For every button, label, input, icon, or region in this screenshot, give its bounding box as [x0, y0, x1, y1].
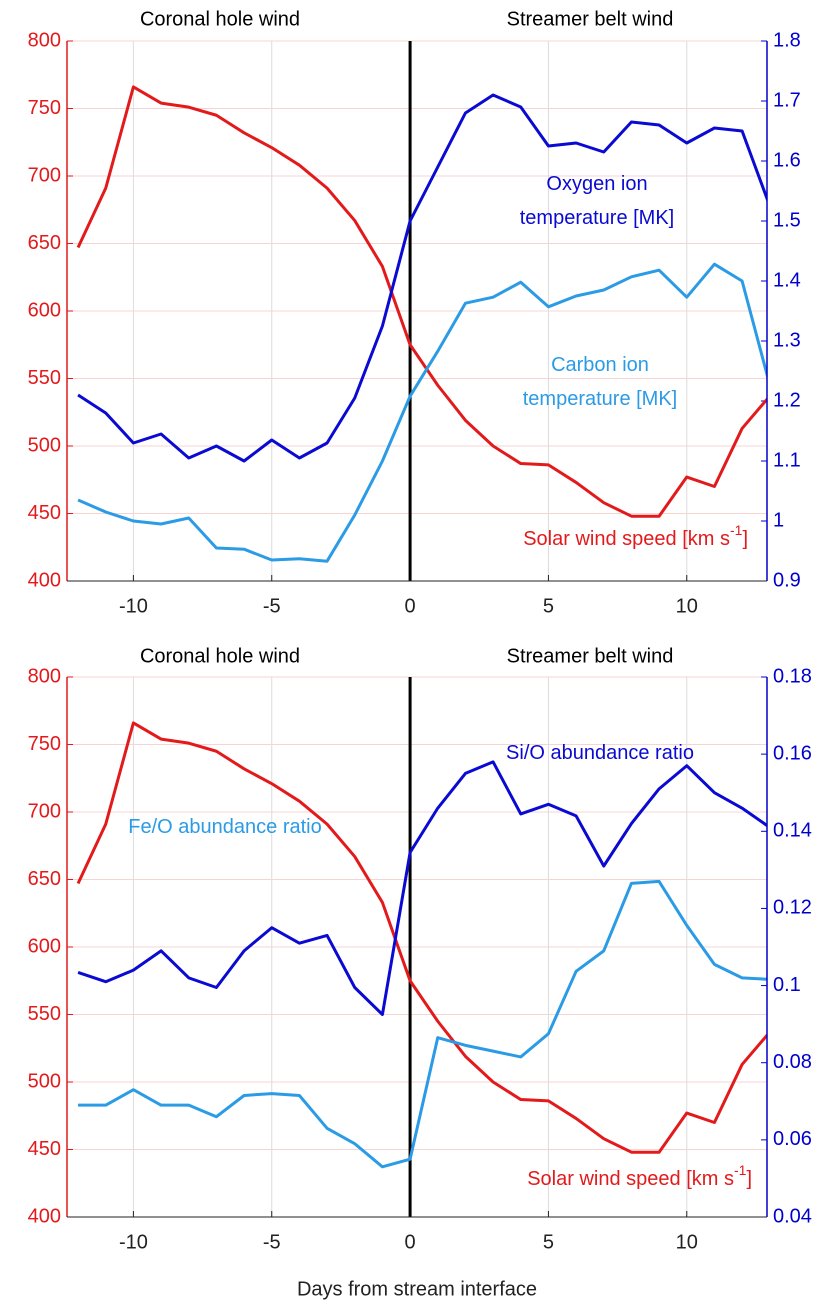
annotation-text: Carbon ion: [551, 354, 649, 376]
y2-tick-label: 1.6: [773, 149, 801, 171]
y2-tick-label: 0.18: [773, 665, 812, 687]
y-tick-label: 700: [28, 800, 61, 822]
y-tick-label: 600: [28, 935, 61, 957]
y2-tick-label: 0.06: [773, 1128, 812, 1150]
y-tick-label: 450: [28, 1138, 61, 1160]
annotation: Si/O abundance ratio: [506, 742, 694, 764]
annotation-text: Si/O abundance ratio: [506, 742, 694, 764]
y-tick-label: 550: [28, 367, 61, 389]
annotation-text: Fe/O abundance ratio: [128, 816, 321, 838]
series-line: [77, 262, 767, 563]
annotation: Oxygen ion: [546, 173, 647, 195]
y-tick-label: 550: [28, 1003, 61, 1025]
annotation: temperature [MK]: [523, 388, 678, 410]
annotation-text: Solar wind speed [km s: [527, 1168, 734, 1190]
x-tick-label: -10: [119, 595, 148, 617]
y2-tick-label: 0.14: [773, 820, 812, 842]
annotation-text: Oxygen ion: [546, 173, 647, 195]
y-tick-label: 500: [28, 434, 61, 456]
x-tick-label: 5: [543, 1231, 554, 1253]
y-tick-label: 650: [28, 868, 61, 890]
annotation: temperature [MK]: [520, 207, 675, 229]
y-tick-label: 400: [28, 1205, 61, 1227]
header: Coronal hole wind: [140, 645, 300, 667]
annotation: Fe/O abundance ratio: [128, 816, 321, 838]
y-tick-label: 500: [28, 1070, 61, 1092]
annotation-end: ]: [742, 528, 748, 550]
y-tick-label: 700: [28, 164, 61, 186]
y2-tick-label: 0.9: [773, 569, 801, 591]
y-tick-label: 400: [28, 569, 61, 591]
y-tick-label: 800: [28, 29, 61, 51]
y-tick-label: 750: [28, 733, 61, 755]
y2-tick-label: 1.7: [773, 89, 801, 111]
y2-tick-label: 1.4: [773, 269, 801, 291]
annotation-text: Solar wind speed [km s: [523, 528, 730, 550]
annotation-text: temperature [MK]: [520, 207, 675, 229]
x-tick-label: 0: [405, 1231, 416, 1253]
x-tick-label: 10: [676, 1231, 698, 1253]
series-line: [78, 879, 767, 1169]
y-tick-label: 600: [28, 299, 61, 321]
x-tick-label: 5: [543, 595, 554, 617]
annotation: Solar wind speed [km s-1]: [527, 1162, 752, 1191]
x-axis-label: Days from stream interface: [297, 1278, 537, 1300]
annotation-end: ]: [746, 1168, 752, 1190]
y2-tick-label: 0.08: [773, 1051, 812, 1073]
y2-tick-label: 1.1: [773, 449, 801, 471]
header: Streamer belt wind: [507, 8, 674, 30]
x-tick-label: -5: [263, 1231, 281, 1253]
y-tick-label: 800: [28, 665, 61, 687]
y2-tick-label: 0.16: [773, 742, 812, 764]
series-line: [76, 85, 767, 518]
y2-tick-label: 1.5: [773, 209, 801, 231]
header: Streamer belt wind: [507, 645, 674, 667]
annotation: Solar wind speed [km s-1]: [523, 522, 748, 551]
y-tick-label: 750: [28, 97, 61, 119]
x-tick-label: -5: [263, 595, 281, 617]
y-tick-label: 450: [28, 502, 61, 524]
series-line: [77, 93, 767, 463]
y2-tick-label: 0.1: [773, 974, 801, 996]
y2-tick-label: 0.12: [773, 897, 812, 919]
series-line: [76, 721, 767, 1154]
annotation-text: temperature [MK]: [523, 388, 678, 410]
header: Coronal hole wind: [140, 8, 300, 30]
y-tick-label: 650: [28, 232, 61, 254]
y2-tick-label: 1.8: [773, 29, 801, 51]
y2-tick-label: 1.3: [773, 329, 801, 351]
series-line: [77, 760, 767, 1016]
y2-tick-label: 0.04: [773, 1205, 812, 1227]
x-tick-label: 0: [405, 595, 416, 617]
annotation-sup: -1: [734, 1162, 747, 1178]
x-tick-label: 10: [676, 595, 698, 617]
annotation-sup: -1: [730, 522, 743, 538]
annotation: Carbon ion: [551, 354, 649, 376]
y2-tick-label: 1: [773, 509, 784, 531]
x-tick-label: -10: [119, 1231, 148, 1253]
y2-tick-label: 1.2: [773, 389, 801, 411]
